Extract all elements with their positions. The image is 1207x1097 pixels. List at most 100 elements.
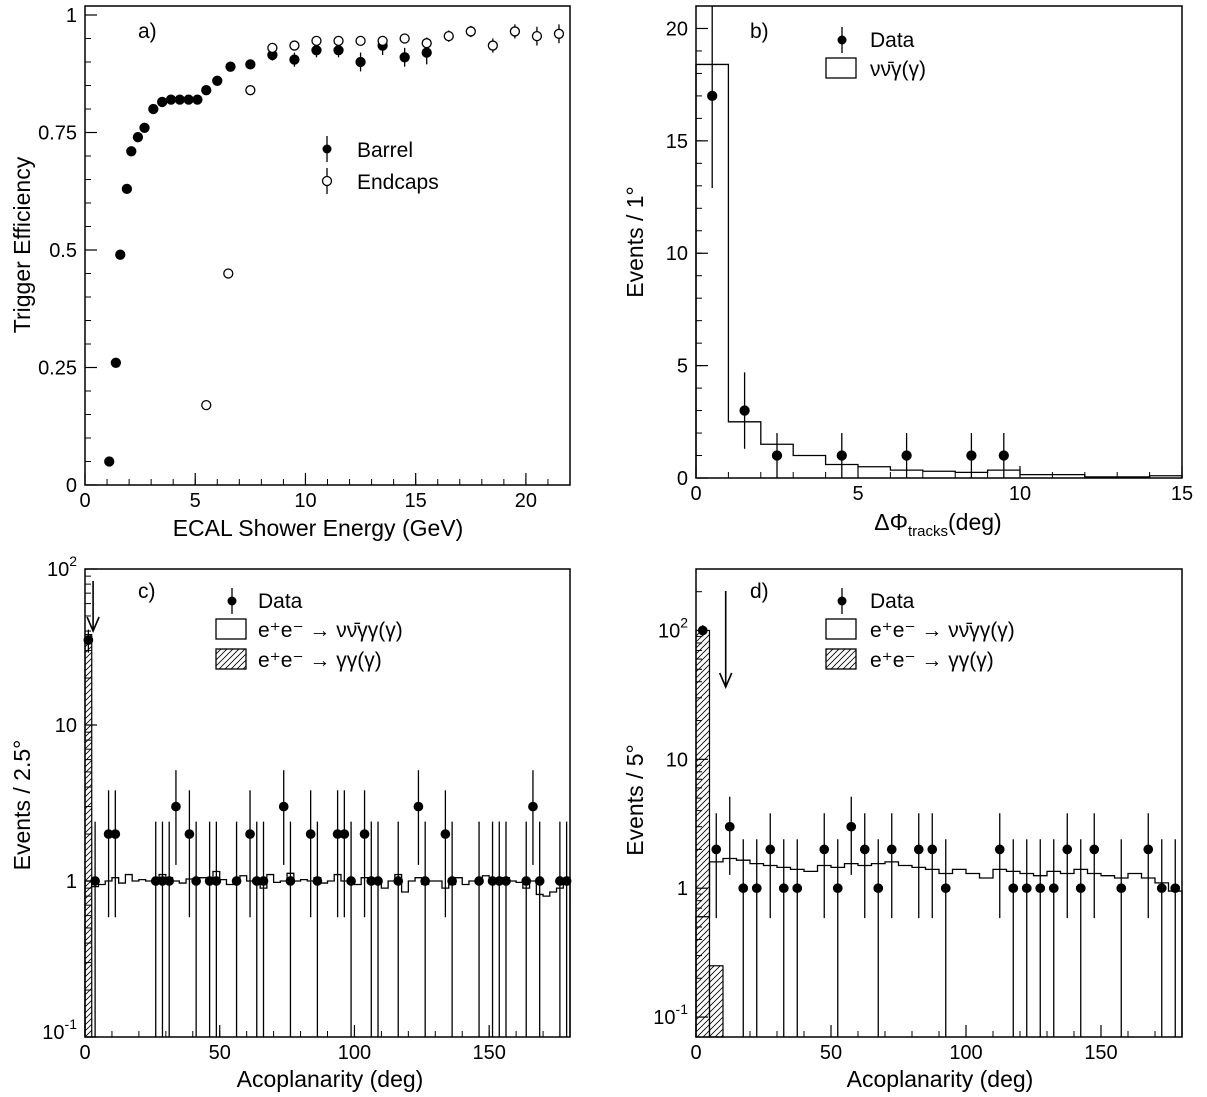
data-point (1156, 883, 1167, 894)
y-tick-label: 0.25 (38, 358, 77, 380)
data-point (373, 876, 383, 886)
endcaps-point (201, 399, 212, 411)
data-point (312, 876, 323, 886)
endcaps-point (267, 42, 278, 54)
barrel-point (148, 103, 159, 115)
data-point (474, 876, 484, 886)
data-point (278, 801, 289, 812)
panel-d-cut-arrow (718, 591, 733, 690)
panel-d-label: d) (750, 580, 769, 603)
legend-mc-swatch (215, 618, 247, 640)
panel-b-data-points (707, 6, 1009, 478)
legend-d: Data e⁺e⁻ → νν̄γγ(γ) e⁺e⁻ → γγ(γ) (825, 588, 1015, 672)
y-tick-label: 10-1 (42, 1016, 77, 1044)
y-tick-label: 1 (66, 871, 77, 893)
data-point (305, 829, 316, 839)
x-tick-label: 0 (690, 1042, 701, 1064)
data-point (913, 844, 924, 855)
data-point (1116, 883, 1127, 894)
data-point (528, 801, 538, 812)
data-point (211, 876, 222, 886)
x-tick-label: 100 (949, 1042, 982, 1064)
cut-arrow-head (718, 672, 733, 690)
barrel-point (157, 96, 168, 108)
panel-c-x-label: Acoplanarity (deg) (237, 1066, 424, 1092)
y-tick-label: 1 (677, 878, 688, 900)
data-point (819, 844, 830, 855)
x-tick-label: 5 (852, 483, 863, 505)
legend-endcaps-marker (321, 175, 333, 187)
background-bar (708, 965, 724, 1038)
x-tick-label: 0 (690, 483, 701, 505)
data-point (778, 883, 789, 894)
y-tick-label: 10 (666, 243, 688, 265)
background-bar (84, 633, 93, 1038)
data-point (886, 844, 897, 855)
data-point (998, 450, 1009, 461)
y-tick-label: 20 (666, 18, 688, 40)
legend-mc-label: νν̄γ(γ) (870, 58, 926, 81)
endcaps-point (487, 40, 498, 51)
barrel-point (115, 249, 126, 260)
data-point (846, 821, 857, 832)
data-point (534, 876, 545, 886)
barrel-point (355, 56, 366, 68)
barrel-point (212, 75, 223, 86)
data-point (191, 876, 201, 886)
endcaps-point (355, 35, 366, 46)
data-point (966, 450, 977, 461)
barrel-point (174, 94, 185, 105)
x-tick-label: 0 (79, 490, 90, 512)
endcaps-point (223, 268, 234, 279)
barrel-point (183, 94, 194, 105)
legend-data-marker (837, 596, 847, 606)
panel-c-y-label: Events / 2.5° (9, 740, 35, 871)
data-point (901, 450, 912, 461)
panel-d-y-label: Events / 5° (622, 744, 648, 855)
data-point (440, 829, 451, 839)
data-point (171, 801, 181, 812)
data-point (927, 844, 938, 855)
endcaps-point (465, 26, 476, 37)
y-tick-label: 1 (66, 5, 77, 27)
data-point (184, 829, 195, 839)
data-point (393, 876, 404, 886)
endcaps-point (421, 38, 432, 49)
mc-histogram-line (695, 63, 1183, 478)
panel-a-label: a) (138, 20, 157, 43)
endcaps-point (509, 26, 521, 37)
data-point (738, 883, 749, 894)
legend-mc-swatch (825, 57, 857, 79)
legend-barrel-label: Barrel (357, 139, 413, 162)
panel-d: 0 50 100 150 10-1 1 10 102 d) Data e⁺e⁻ → νν̄γγ… (622, 568, 1183, 1092)
data-point (1035, 883, 1046, 894)
data-point (1048, 883, 1059, 894)
data-point (90, 876, 100, 886)
endcaps-point (553, 28, 565, 39)
data-point (1143, 844, 1154, 855)
data-point (1075, 883, 1086, 894)
data-point (561, 876, 572, 886)
x-tick-label: 50 (820, 1042, 842, 1064)
panel-b-y-label: Events / 1° (622, 186, 648, 297)
x-tick-label: 100 (338, 1042, 371, 1064)
panel-a-markers (104, 24, 565, 467)
y-tick-label: 10 (55, 715, 77, 737)
mc-histogram-line (84, 870, 571, 1037)
x-tick-label: 15 (405, 490, 427, 512)
legend-data-label: Data (870, 590, 915, 613)
y-tick-label: 102 (47, 553, 77, 581)
endcaps-point (377, 35, 388, 46)
panel-c-label: c) (138, 580, 156, 603)
data-point (724, 821, 735, 832)
y-tick-label: 0 (677, 468, 688, 490)
data-point (697, 625, 708, 636)
legend-b: Data νν̄γ(γ) (825, 27, 926, 81)
panel-a-x-label: ECAL Shower Energy (GeV) (173, 515, 464, 541)
legend-barrel-marker (322, 144, 332, 154)
barrel-point (132, 132, 144, 143)
y-tick-label: 0 (66, 475, 77, 497)
data-point (1008, 883, 1019, 894)
